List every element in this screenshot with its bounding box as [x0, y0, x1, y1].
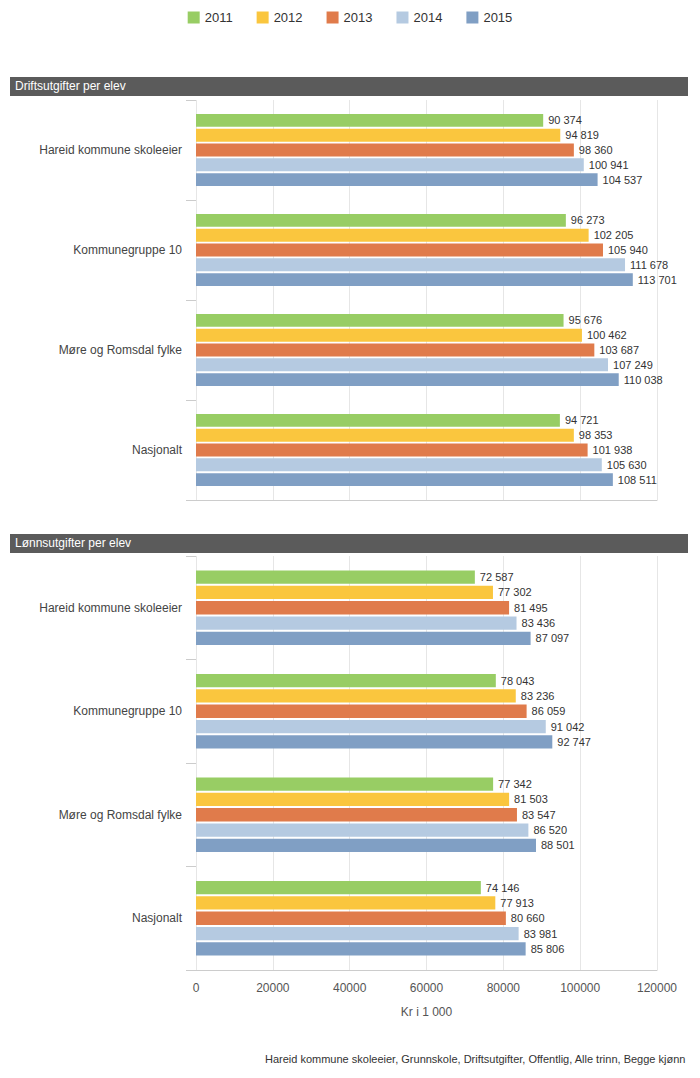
svg-text:105 630: 105 630 [607, 459, 647, 471]
svg-text:2015: 2015 [483, 10, 512, 25]
svg-text:86 520: 86 520 [533, 824, 567, 836]
svg-text:88 501: 88 501 [541, 839, 575, 851]
svg-text:95 676: 95 676 [569, 314, 603, 326]
svg-text:0: 0 [193, 981, 200, 995]
svg-text:92 747: 92 747 [557, 736, 591, 748]
svg-text:Nasjonalt: Nasjonalt [132, 911, 183, 925]
svg-text:100 462: 100 462 [587, 329, 627, 341]
svg-text:Kommunegruppe 10: Kommunegruppe 10 [73, 243, 182, 257]
svg-text:85 806: 85 806 [531, 943, 565, 955]
svg-text:102 205: 102 205 [594, 229, 634, 241]
svg-text:Kr i 1 000: Kr i 1 000 [401, 1005, 453, 1019]
svg-text:91 042: 91 042 [551, 721, 585, 733]
svg-text:90 374: 90 374 [548, 114, 582, 126]
svg-text:100000: 100000 [560, 981, 600, 995]
svg-text:80000: 80000 [487, 981, 521, 995]
svg-text:110 038: 110 038 [624, 374, 663, 386]
svg-text:98 360: 98 360 [579, 144, 613, 156]
svg-text:83 236: 83 236 [521, 690, 555, 702]
svg-text:77 913: 77 913 [500, 897, 534, 909]
svg-text:Møre og Romsdal fylke: Møre og Romsdal fylke [59, 808, 183, 822]
svg-text:108 511: 108 511 [618, 474, 657, 486]
svg-text:94 819: 94 819 [565, 129, 599, 141]
svg-text:2013: 2013 [344, 10, 373, 25]
svg-text:Hareid kommune skoleeier: Hareid kommune skoleeier [39, 601, 182, 615]
svg-text:107 249: 107 249 [613, 359, 653, 371]
svg-text:72 587: 72 587 [480, 571, 514, 583]
svg-text:87 097: 87 097 [536, 632, 570, 644]
svg-text:Lønnsutgifter per elev: Lønnsutgifter per elev [15, 536, 131, 550]
svg-text:60000: 60000 [410, 981, 444, 995]
svg-text:105 940: 105 940 [608, 244, 648, 256]
svg-text:77 302: 77 302 [498, 586, 532, 598]
svg-text:Hareid kommune skoleeier: Hareid kommune skoleeier [39, 143, 182, 157]
svg-text:2012: 2012 [274, 10, 303, 25]
svg-text:104 537: 104 537 [603, 174, 643, 186]
svg-text:Nasjonalt: Nasjonalt [132, 443, 183, 457]
svg-text:74 146: 74 146 [486, 882, 520, 894]
svg-text:81 495: 81 495 [514, 602, 548, 614]
svg-text:101 938: 101 938 [593, 444, 633, 456]
svg-text:86 059: 86 059 [532, 705, 566, 717]
svg-text:40000: 40000 [333, 981, 367, 995]
svg-text:78 043: 78 043 [501, 675, 535, 687]
svg-text:111 678: 111 678 [630, 259, 668, 271]
svg-text:83 436: 83 436 [522, 617, 556, 629]
svg-text:83 981: 83 981 [524, 928, 558, 940]
svg-text:120000: 120000 [637, 981, 677, 995]
svg-text:94 721: 94 721 [565, 414, 599, 426]
svg-text:80 660: 80 660 [511, 912, 545, 924]
svg-text:20000: 20000 [256, 981, 290, 995]
svg-text:103 687: 103 687 [599, 344, 639, 356]
svg-text:2011: 2011 [205, 10, 233, 25]
svg-text:Hareid kommune skoleeier, Grun: Hareid kommune skoleeier, Grunnskole, Dr… [265, 1053, 685, 1065]
svg-text:81 503: 81 503 [514, 793, 548, 805]
svg-text:96 273: 96 273 [571, 214, 605, 226]
svg-text:98 353: 98 353 [579, 429, 613, 441]
svg-text:83 547: 83 547 [522, 809, 556, 821]
svg-text:Kommunegruppe 10: Kommunegruppe 10 [73, 704, 182, 718]
svg-text:Møre og Romsdal fylke: Møre og Romsdal fylke [59, 343, 183, 357]
svg-text:100 941: 100 941 [589, 159, 629, 171]
svg-text:77 342: 77 342 [498, 778, 532, 790]
svg-text:2014: 2014 [413, 10, 442, 25]
svg-text:Driftsutgifter per elev: Driftsutgifter per elev [15, 79, 126, 93]
svg-text:113 701: 113 701 [638, 274, 677, 286]
